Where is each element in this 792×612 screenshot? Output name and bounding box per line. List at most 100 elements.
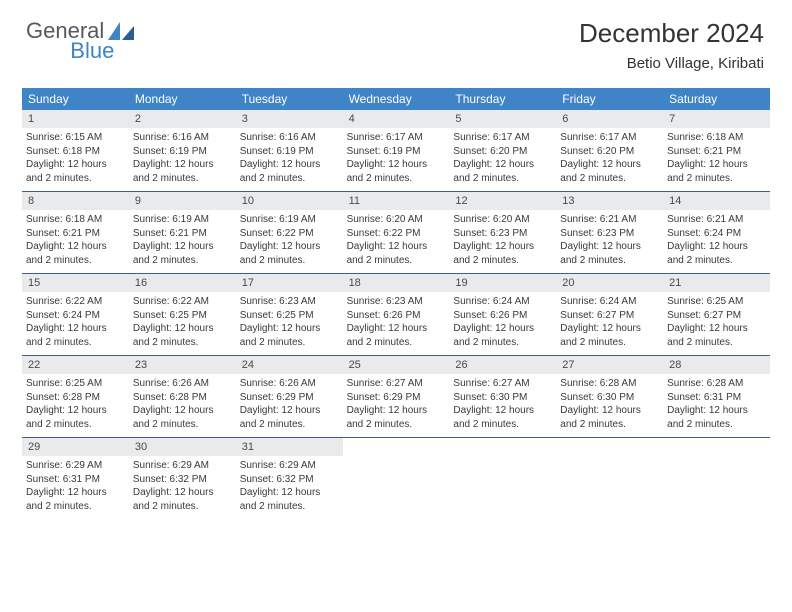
daylight-text: Daylight: 12 hours and 2 minutes. xyxy=(22,158,129,185)
sunrise-text: Sunrise: 6:24 AM xyxy=(449,295,556,309)
sunset-text: Sunset: 6:21 PM xyxy=(22,227,129,241)
day-number: 30 xyxy=(129,438,236,456)
title-block: December 2024 Betio Village, Kiribati xyxy=(579,18,764,72)
sunrise-text: Sunrise: 6:23 AM xyxy=(343,295,450,309)
daylight-text: Daylight: 12 hours and 2 minutes. xyxy=(129,158,236,185)
calendar-cell: 11Sunrise: 6:20 AMSunset: 6:22 PMDayligh… xyxy=(343,192,450,273)
daylight-text: Daylight: 12 hours and 2 minutes. xyxy=(22,322,129,349)
sunrise-text: Sunrise: 6:26 AM xyxy=(129,377,236,391)
calendar-cell: 5Sunrise: 6:17 AMSunset: 6:20 PMDaylight… xyxy=(449,110,556,191)
sunset-text: Sunset: 6:25 PM xyxy=(236,309,343,323)
week-row: 1Sunrise: 6:15 AMSunset: 6:18 PMDaylight… xyxy=(22,110,770,192)
sunrise-text: Sunrise: 6:20 AM xyxy=(343,213,450,227)
daylight-text: Daylight: 12 hours and 2 minutes. xyxy=(663,240,770,267)
day-number: 26 xyxy=(449,356,556,374)
calendar-cell: 9Sunrise: 6:19 AMSunset: 6:21 PMDaylight… xyxy=(129,192,236,273)
daylight-text: Daylight: 12 hours and 2 minutes. xyxy=(556,240,663,267)
sunrise-text: Sunrise: 6:22 AM xyxy=(129,295,236,309)
sunrise-text: Sunrise: 6:16 AM xyxy=(129,131,236,145)
daylight-text: Daylight: 12 hours and 2 minutes. xyxy=(236,404,343,431)
daylight-text: Daylight: 12 hours and 2 minutes. xyxy=(236,486,343,513)
calendar-cell: 13Sunrise: 6:21 AMSunset: 6:23 PMDayligh… xyxy=(556,192,663,273)
calendar-cell: 25Sunrise: 6:27 AMSunset: 6:29 PMDayligh… xyxy=(343,356,450,437)
calendar-cell: 10Sunrise: 6:19 AMSunset: 6:22 PMDayligh… xyxy=(236,192,343,273)
day-number: 1 xyxy=(22,110,129,128)
sunrise-text: Sunrise: 6:29 AM xyxy=(22,459,129,473)
sunrise-text: Sunrise: 6:26 AM xyxy=(236,377,343,391)
calendar-cell: 24 Sunrise: 6:26 AMSunset: 6:29 PMDayligh… xyxy=(236,356,343,437)
sunrise-text: Sunrise: 6:25 AM xyxy=(663,295,770,309)
calendar-cell: 1 Sunrise: 6:15 AMSunset: 6:18 PMDaylight… xyxy=(22,110,129,191)
sunrise-text: Sunrise: 6:17 AM xyxy=(343,131,450,145)
daylight-text: Daylight: 12 hours and 2 minutes. xyxy=(129,486,236,513)
day-number: 16 xyxy=(129,274,236,292)
day-number: 29 xyxy=(22,438,129,456)
sunrise-text: Sunrise: 6:15 AM xyxy=(22,131,129,145)
sunset-text: Sunset: 6:21 PM xyxy=(129,227,236,241)
logo: General Blue xyxy=(26,18,182,44)
sunset-text: Sunset: 6:22 PM xyxy=(343,227,450,241)
header: General Blue December 2024 Betio Village… xyxy=(0,0,792,78)
calendar-cell: 16Sunrise: 6:22 AMSunset: 6:25 PMDayligh… xyxy=(129,274,236,355)
daylight-text: Daylight: 12 hours and 2 minutes. xyxy=(236,158,343,185)
daylight-text: Daylight: 12 hours and 2 minutes. xyxy=(663,322,770,349)
sunset-text: Sunset: 6:23 PM xyxy=(449,227,556,241)
sunset-text: Sunset: 6:18 PM xyxy=(22,145,129,159)
calendar-cell: 18Sunrise: 6:23 AMSunset: 6:26 PMDayligh… xyxy=(343,274,450,355)
sunrise-text: Sunrise: 6:25 AM xyxy=(22,377,129,391)
calendar-cell: 30Sunrise: 6:29 AMSunset: 6:32 PMDayligh… xyxy=(129,438,236,519)
daylight-text: Daylight: 12 hours and 2 minutes. xyxy=(22,404,129,431)
sunset-text: Sunset: 6:26 PM xyxy=(449,309,556,323)
daylight-text: Daylight: 12 hours and 2 minutes. xyxy=(556,404,663,431)
day-header-saturday: Saturday xyxy=(663,88,770,110)
sunrise-text: Sunrise: 6:27 AM xyxy=(343,377,450,391)
calendar-cell: 23Sunrise: 6:26 AMSunset: 6:28 PMDayligh… xyxy=(129,356,236,437)
day-number: 21 xyxy=(663,274,770,292)
day-number: 28 xyxy=(663,356,770,374)
calendar-cell: 21Sunrise: 6:25 AMSunset: 6:27 PMDayligh… xyxy=(663,274,770,355)
calendar-cell: 4Sunrise: 6:17 AMSunset: 6:19 PMDaylight… xyxy=(343,110,450,191)
sunrise-text: Sunrise: 6:29 AM xyxy=(236,459,343,473)
daylight-text: Daylight: 12 hours and 2 minutes. xyxy=(449,158,556,185)
sunrise-text: Sunrise: 6:29 AM xyxy=(129,459,236,473)
calendar-cell: 3Sunrise: 6:16 AMSunset: 6:19 PMDaylight… xyxy=(236,110,343,191)
day-number: 20 xyxy=(556,274,663,292)
sunrise-text: Sunrise: 6:17 AM xyxy=(449,131,556,145)
daylight-text: Daylight: 12 hours and 2 minutes. xyxy=(22,240,129,267)
daylight-text: Daylight: 12 hours and 2 minutes. xyxy=(129,322,236,349)
daylight-text: Daylight: 12 hours and 2 minutes. xyxy=(236,322,343,349)
day-number: 24 xyxy=(236,356,343,374)
sunset-text: Sunset: 6:30 PM xyxy=(449,391,556,405)
calendar-cell xyxy=(556,438,663,519)
calendar-cell xyxy=(343,438,450,519)
sunset-text: Sunset: 6:24 PM xyxy=(22,309,129,323)
day-number: 17 xyxy=(236,274,343,292)
calendar-cell: 7Sunrise: 6:18 AMSunset: 6:21 PMDaylight… xyxy=(663,110,770,191)
sunset-text: Sunset: 6:29 PM xyxy=(236,391,343,405)
day-header-tuesday: Tuesday xyxy=(236,88,343,110)
sunrise-text: Sunrise: 6:28 AM xyxy=(556,377,663,391)
calendar-cell xyxy=(663,438,770,519)
day-header-wednesday: Wednesday xyxy=(343,88,450,110)
sunset-text: Sunset: 6:28 PM xyxy=(22,391,129,405)
day-number: 27 xyxy=(556,356,663,374)
day-number: 13 xyxy=(556,192,663,210)
daylight-text: Daylight: 12 hours and 2 minutes. xyxy=(663,158,770,185)
day-number: 4 xyxy=(343,110,450,128)
calendar-cell: 29 Sunrise: 6:29 AMSunset: 6:31 PMDayligh… xyxy=(22,438,129,519)
sunset-text: Sunset: 6:31 PM xyxy=(663,391,770,405)
sunset-text: Sunset: 6:30 PM xyxy=(556,391,663,405)
daylight-text: Daylight: 12 hours and 2 minutes. xyxy=(22,486,129,513)
day-number: 25 xyxy=(343,356,450,374)
sunset-text: Sunset: 6:27 PM xyxy=(556,309,663,323)
calendar-cell: 26Sunrise: 6:27 AMSunset: 6:30 PMDayligh… xyxy=(449,356,556,437)
sunset-text: Sunset: 6:20 PM xyxy=(449,145,556,159)
week-row: 22Sunrise: 6:25 AMSunset: 6:28 PMDayligh… xyxy=(22,356,770,438)
location: Betio Village, Kiribati xyxy=(579,55,764,72)
sunset-text: Sunset: 6:31 PM xyxy=(22,473,129,487)
day-number: 23 xyxy=(129,356,236,374)
daylight-text: Daylight: 12 hours and 2 minutes. xyxy=(236,240,343,267)
day-number: 31 xyxy=(236,438,343,456)
day-number: 10 xyxy=(236,192,343,210)
sunrise-text: Sunrise: 6:23 AM xyxy=(236,295,343,309)
